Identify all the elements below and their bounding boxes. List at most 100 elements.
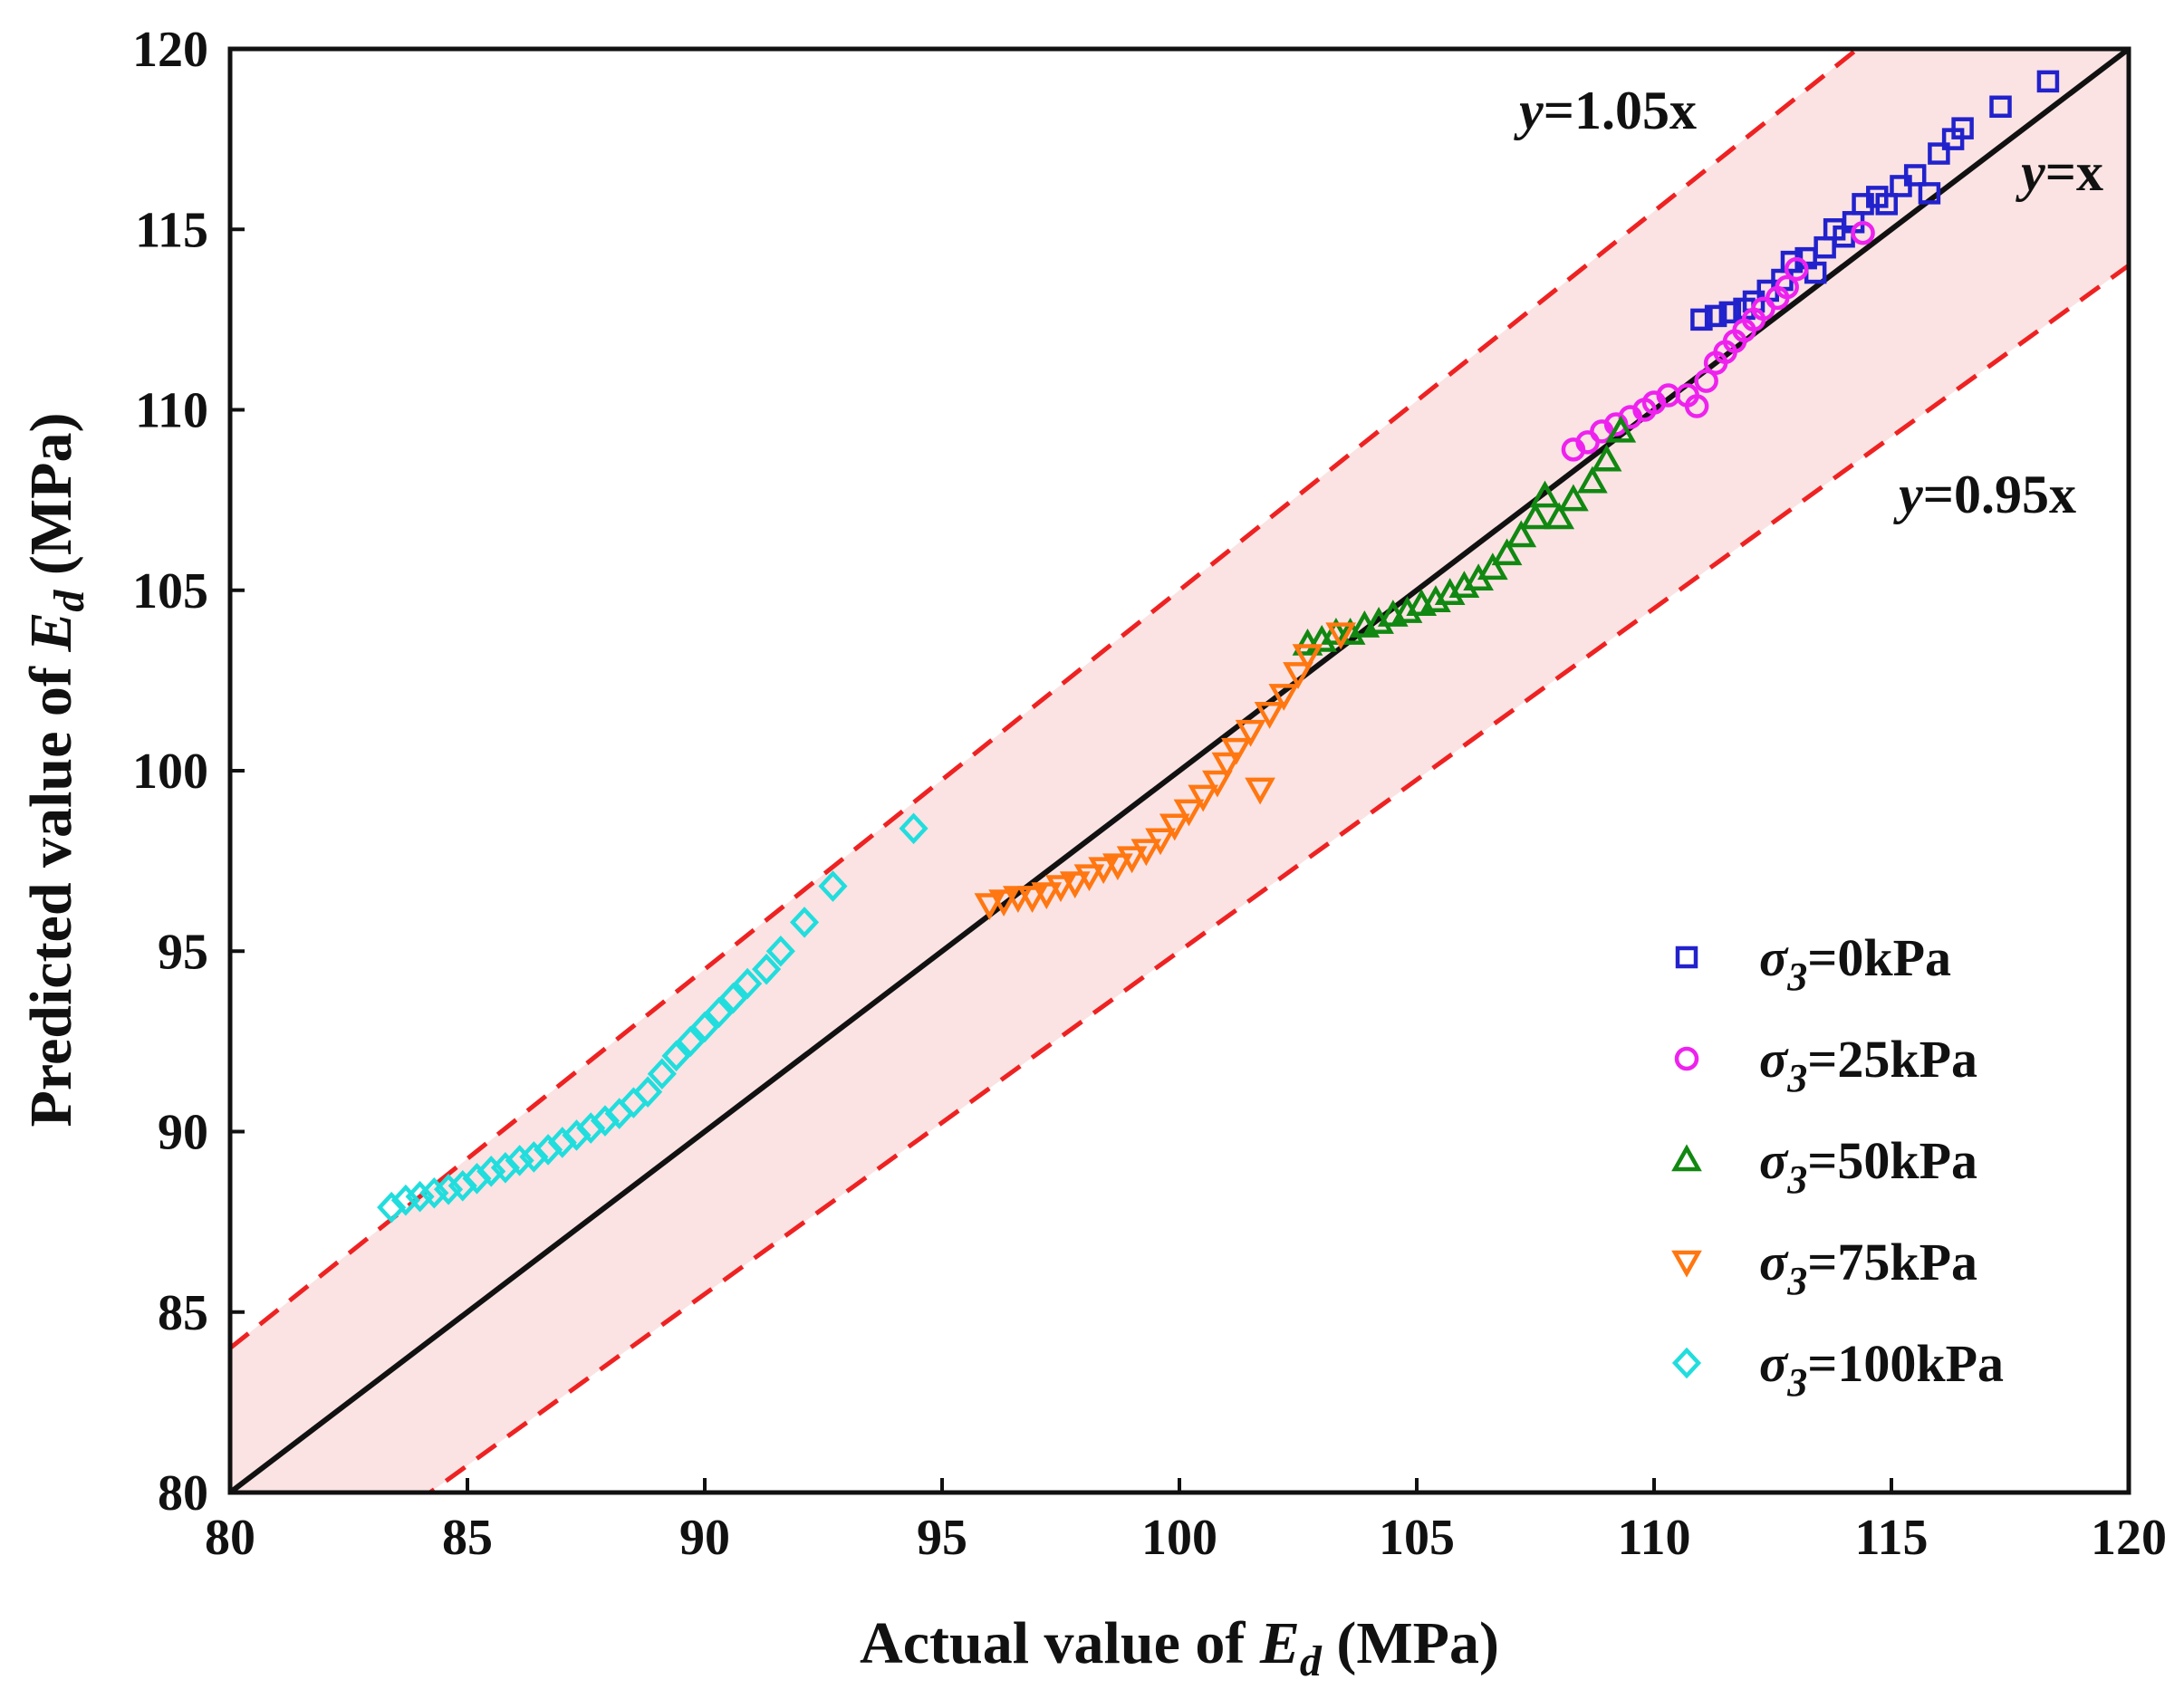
y-tick-label: 80 (158, 1465, 208, 1521)
x-tick-label: 80 (205, 1510, 255, 1566)
annotation-lower-line: y=0.95x (1893, 465, 2076, 524)
legend-symbol: σ (1759, 1131, 1789, 1190)
data-point (733, 967, 763, 1000)
data-point (1292, 644, 1323, 672)
y-tick-label: 100 (132, 744, 208, 800)
data-point (1577, 466, 1608, 494)
data-point (1254, 701, 1285, 729)
y-tick-label: 115 (135, 202, 208, 258)
annotation-upper-expr: =1.05x (1544, 81, 1697, 140)
data-point (1268, 684, 1300, 711)
data-point (1045, 875, 1076, 903)
legend-marker (1671, 1144, 1702, 1172)
legend-item-2: σ3=50kPa (1671, 1131, 1977, 1202)
data-point (1989, 95, 2012, 119)
data-point (390, 1184, 420, 1216)
data-point (1591, 444, 1622, 472)
x-axis-title-suffix: (MPa) (1322, 1610, 1499, 1676)
y-tick-label: 105 (132, 563, 208, 619)
y-tick-label: 95 (158, 924, 208, 980)
legend-item-1: σ3=25kPa (1674, 1030, 1977, 1100)
legend-marker (1671, 1347, 1702, 1379)
data-point (419, 1176, 449, 1209)
data-point (1544, 502, 1575, 530)
data-point (1875, 193, 1899, 216)
data-point (1605, 415, 1637, 443)
y-axis-title-subscript: d (45, 590, 93, 612)
x-tick-label: 90 (679, 1510, 730, 1566)
data-point (974, 893, 1005, 921)
legend-label: σ3=100kPa (1759, 1334, 2004, 1405)
legend-item-4: σ3=100kPa (1671, 1334, 2004, 1405)
data-point (1918, 182, 1941, 205)
data-point (1102, 853, 1133, 881)
data-point (704, 996, 734, 1029)
data-point (818, 870, 848, 902)
y-tick-label: 90 (158, 1105, 208, 1161)
axis-ticks: 80 85 90 95 100 105 110 115 120 80 85 90 95 100 105 110… (132, 22, 2167, 1566)
legend-subscript: 3 (1786, 1056, 1807, 1100)
x-axis-title: Actual value of Ed (MPa) (860, 1610, 1499, 1685)
data-point (661, 1040, 691, 1072)
data-point (1903, 164, 1927, 187)
data-point (1173, 799, 1205, 827)
annotation-identity-expr: =x (2045, 142, 2103, 202)
x-tick-label: 110 (1618, 1510, 1691, 1566)
data-point (633, 1076, 663, 1108)
y-tick-label: 85 (158, 1285, 208, 1341)
legend-label: σ3=25kPa (1759, 1030, 1977, 1100)
series-4-points (377, 812, 928, 1224)
legend-value: =0kPa (1807, 928, 1951, 987)
legend-value: =75kPa (1807, 1233, 1977, 1291)
x-tick-label: 120 (2091, 1510, 2167, 1566)
legend-marker (1674, 1046, 1699, 1071)
data-point (1059, 871, 1091, 899)
data-point (1016, 886, 1048, 914)
reference-line-1 (230, 49, 1862, 1350)
series-2-points (1292, 415, 1637, 656)
annotation-identity-line: y=x (2016, 142, 2103, 202)
legend-value: =25kPa (1807, 1030, 1977, 1089)
legend-symbol: σ (1759, 1233, 1789, 1291)
legend-label: σ3=0kPa (1759, 928, 1951, 999)
data-point (752, 953, 782, 985)
legend-marker (1671, 1250, 1702, 1278)
data-point (1851, 220, 1875, 245)
data-point (1718, 301, 1742, 324)
data-point (1116, 846, 1148, 874)
data-point (718, 982, 748, 1014)
legend-label: σ3=50kPa (1759, 1131, 1977, 1202)
data-point (647, 1058, 677, 1090)
series-1-points (1561, 220, 1875, 462)
data-point (1477, 552, 1508, 581)
data-point (1951, 117, 1974, 139)
data-point (1784, 256, 1809, 282)
data-point (1520, 502, 1551, 530)
data-point (1130, 839, 1162, 867)
series-3-points (974, 622, 1357, 921)
annotation-upper-line: y=1.05x (1514, 81, 1697, 140)
data-point (405, 1180, 435, 1213)
x-axis-title-subscript: d (1300, 1637, 1323, 1685)
data-point (765, 935, 795, 967)
x-tick-label: 95 (917, 1510, 967, 1566)
data-point (1211, 752, 1243, 780)
data-point (1704, 304, 1727, 328)
data-point (1558, 484, 1589, 512)
annotation-lower-var: y (1893, 465, 1923, 524)
reference-lines (230, 49, 2129, 1493)
data-point (1775, 274, 1799, 300)
reference-line-2 (426, 264, 2129, 1493)
data-point (1325, 622, 1357, 650)
data-point (1188, 784, 1219, 812)
data-point (476, 1156, 506, 1187)
legend-item-0: σ3=0kPa (1675, 928, 1951, 999)
x-axis-title-symbol: E (1259, 1610, 1300, 1676)
y-tick-label: 120 (132, 22, 208, 78)
data-point (1283, 662, 1313, 689)
y-axis-title-symbol: E (18, 612, 84, 653)
data-point (676, 1025, 706, 1058)
data-point (1491, 538, 1523, 566)
